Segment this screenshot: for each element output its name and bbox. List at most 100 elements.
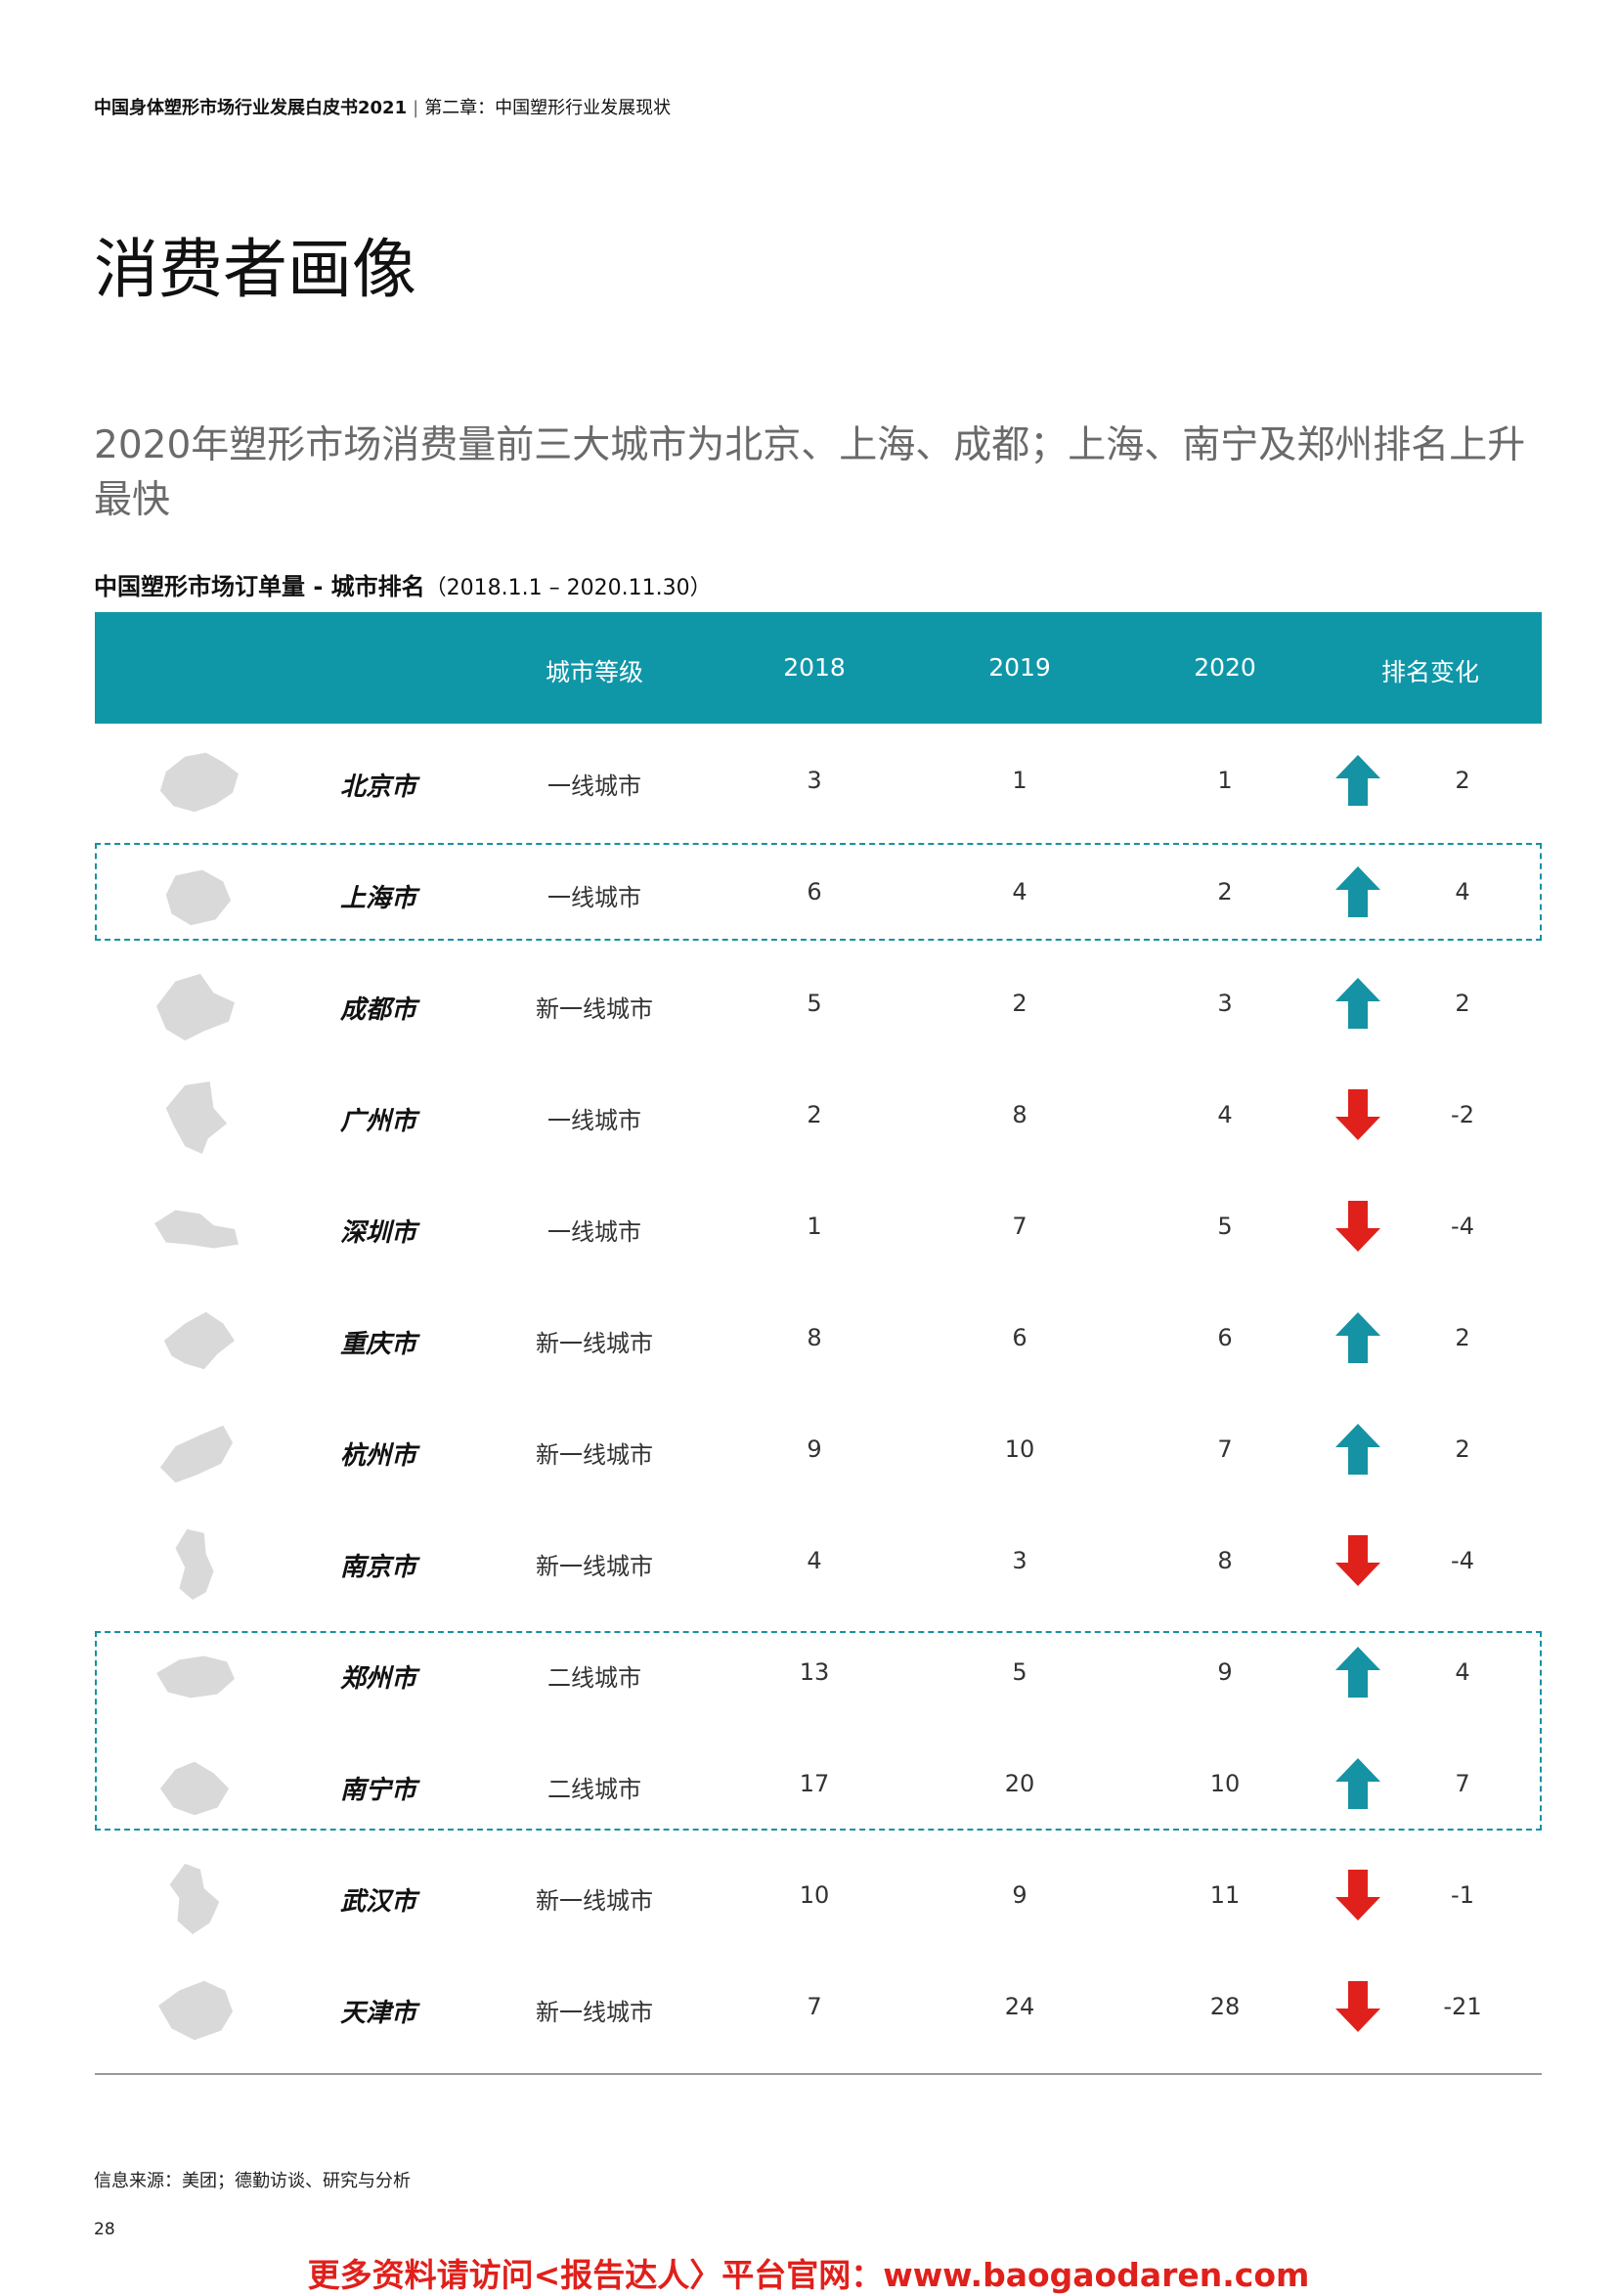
city-tier: 新一线城市 xyxy=(536,1999,653,2026)
rank-2018: 9 xyxy=(807,1435,822,1463)
rank-2018: 7 xyxy=(807,1993,822,2020)
table-row: 武汉市 新一线城市 10 9 11 -1 xyxy=(95,1838,1542,1950)
arrow-down-icon xyxy=(1335,1870,1380,1921)
city-map-icon xyxy=(165,869,232,926)
rank-2019: 5 xyxy=(1012,1658,1027,1686)
city-map-icon xyxy=(159,1425,233,1483)
city-tier: 新一线城市 xyxy=(536,1553,653,1580)
rank-2018: 6 xyxy=(807,878,822,905)
arrow-down-icon xyxy=(1335,1981,1380,2032)
rank-2019: 7 xyxy=(1012,1213,1027,1240)
column-header-2020: 2020 xyxy=(1194,653,1256,682)
rank-2018: 17 xyxy=(799,1770,830,1797)
table-header: 城市等级 2018 2019 2020 排名变化 xyxy=(95,612,1542,724)
chapter-title: 第二章：中国塑形行业发展现状 xyxy=(424,98,672,118)
highlight-box-shanghai xyxy=(95,843,1542,941)
rank-2019: 24 xyxy=(1004,1993,1035,2020)
arrow-up-icon xyxy=(1335,1312,1380,1363)
city-tier: 新一线城市 xyxy=(536,995,653,1023)
city-name: 深圳市 xyxy=(339,1218,417,1248)
city-tier: 新一线城市 xyxy=(536,1330,653,1357)
rank-change: 4 xyxy=(1455,1658,1470,1686)
rank-2018: 5 xyxy=(807,990,822,1017)
arrow-up-icon xyxy=(1335,866,1380,917)
rank-2020: 7 xyxy=(1217,1435,1233,1463)
city-map-icon xyxy=(163,1311,235,1370)
table-row: 广州市 一线城市 2 8 4 -2 xyxy=(95,1058,1542,1170)
rank-change: 4 xyxy=(1455,878,1470,905)
table-caption: 中国塑形市场订单量 - 城市排名（2018.1.1 – 2020.11.30） xyxy=(94,567,712,601)
rank-2020: 9 xyxy=(1217,1658,1233,1686)
arrow-up-icon xyxy=(1335,755,1380,806)
rank-2018: 10 xyxy=(799,1881,830,1909)
rank-2018: 2 xyxy=(807,1101,822,1128)
table-row: 南京市 新一线城市 4 3 8 -4 xyxy=(95,1504,1542,1615)
report-title: 中国身体塑形市场行业发展白皮书2021 xyxy=(94,98,408,118)
rank-change: 2 xyxy=(1455,767,1470,794)
city-map-icon xyxy=(165,1081,228,1155)
arrow-up-icon xyxy=(1335,978,1380,1029)
table-bottom-rule xyxy=(95,2073,1542,2075)
arrow-down-icon xyxy=(1335,1535,1380,1586)
page-number: 28 xyxy=(94,2220,115,2239)
rank-2018: 3 xyxy=(807,767,822,794)
city-tier: 一线城市 xyxy=(547,1218,641,1246)
rank-2019: 4 xyxy=(1012,878,1027,905)
table-caption-range: （2018.1.1 – 2020.11.30） xyxy=(424,576,712,600)
rank-2019: 8 xyxy=(1012,1101,1027,1128)
city-map-icon xyxy=(159,752,239,813)
rank-2020: 1 xyxy=(1217,767,1233,794)
table-row: 上海市 一线城市 6 4 2 4 xyxy=(95,835,1542,947)
rank-2018: 1 xyxy=(807,1213,822,1240)
city-name: 杭州市 xyxy=(339,1441,417,1471)
rank-2018: 13 xyxy=(799,1658,830,1686)
column-header-2019: 2019 xyxy=(988,653,1051,682)
rank-2020: 2 xyxy=(1217,878,1233,905)
city-tier: 二线城市 xyxy=(547,1776,641,1803)
city-tier: 二线城市 xyxy=(547,1664,641,1692)
table-caption-main: 中国塑形市场订单量 - 城市排名 xyxy=(94,573,425,600)
running-header: 中国身体塑形市场行业发展白皮书2021 | 第二章：中国塑形行业发展现状 xyxy=(94,94,671,119)
footer-link[interactable]: 更多资料请访问<报告达人〉平台官网：www.baogaodaren.com xyxy=(307,2256,1310,2294)
city-name: 天津市 xyxy=(339,1999,417,2028)
table-row: 天津市 新一线城市 7 24 28 -21 xyxy=(95,1950,1542,2061)
rank-2018: 4 xyxy=(807,1547,822,1574)
city-map-icon xyxy=(175,1528,214,1601)
arrow-up-icon xyxy=(1335,1647,1380,1698)
arrow-up-icon xyxy=(1335,1424,1380,1475)
rank-2020: 8 xyxy=(1217,1547,1233,1574)
city-name: 南京市 xyxy=(339,1553,417,1582)
column-header-rank-change: 排名变化 xyxy=(1380,658,1480,686)
arrow-down-icon xyxy=(1335,1089,1380,1140)
rank-2019: 10 xyxy=(1004,1435,1035,1463)
rank-change: 7 xyxy=(1455,1770,1470,1797)
city-name: 成都市 xyxy=(339,995,417,1025)
header-separator: | xyxy=(413,98,419,118)
city-map-icon xyxy=(154,1210,239,1249)
rank-2020: 5 xyxy=(1217,1213,1233,1240)
rank-2018: 8 xyxy=(807,1324,822,1351)
rank-change: -1 xyxy=(1451,1881,1474,1909)
rank-2020: 3 xyxy=(1217,990,1233,1017)
rank-change: 2 xyxy=(1455,1324,1470,1351)
rank-2020: 10 xyxy=(1209,1770,1241,1797)
city-name: 郑州市 xyxy=(339,1664,417,1694)
column-header-2018: 2018 xyxy=(783,653,846,682)
page-title: 消费者画像 xyxy=(94,232,416,307)
page-subtitle: 2020年塑形市场消费量前三大城市为北京、上海、成都；上海、南宁及郑州排名上升最… xyxy=(94,423,1526,522)
rank-change: 2 xyxy=(1455,990,1470,1017)
city-tier: 一线城市 xyxy=(547,884,641,911)
rank-2020: 6 xyxy=(1217,1324,1233,1351)
table-row: 成都市 新一线城市 5 2 3 2 xyxy=(95,947,1542,1058)
rank-2019: 9 xyxy=(1012,1881,1027,1909)
rank-2019: 6 xyxy=(1012,1324,1027,1351)
rank-2020: 11 xyxy=(1209,1881,1241,1909)
table-row: 重庆市 新一线城市 8 6 6 2 xyxy=(95,1281,1542,1392)
rank-2019: 1 xyxy=(1012,767,1027,794)
city-tier: 一线城市 xyxy=(547,773,641,800)
table-row: 北京市 一线城市 3 1 1 2 xyxy=(95,724,1542,835)
city-map-icon xyxy=(156,1656,235,1699)
city-name: 南宁市 xyxy=(339,1776,417,1805)
arrow-up-icon xyxy=(1335,1758,1380,1809)
city-name: 上海市 xyxy=(339,884,417,913)
